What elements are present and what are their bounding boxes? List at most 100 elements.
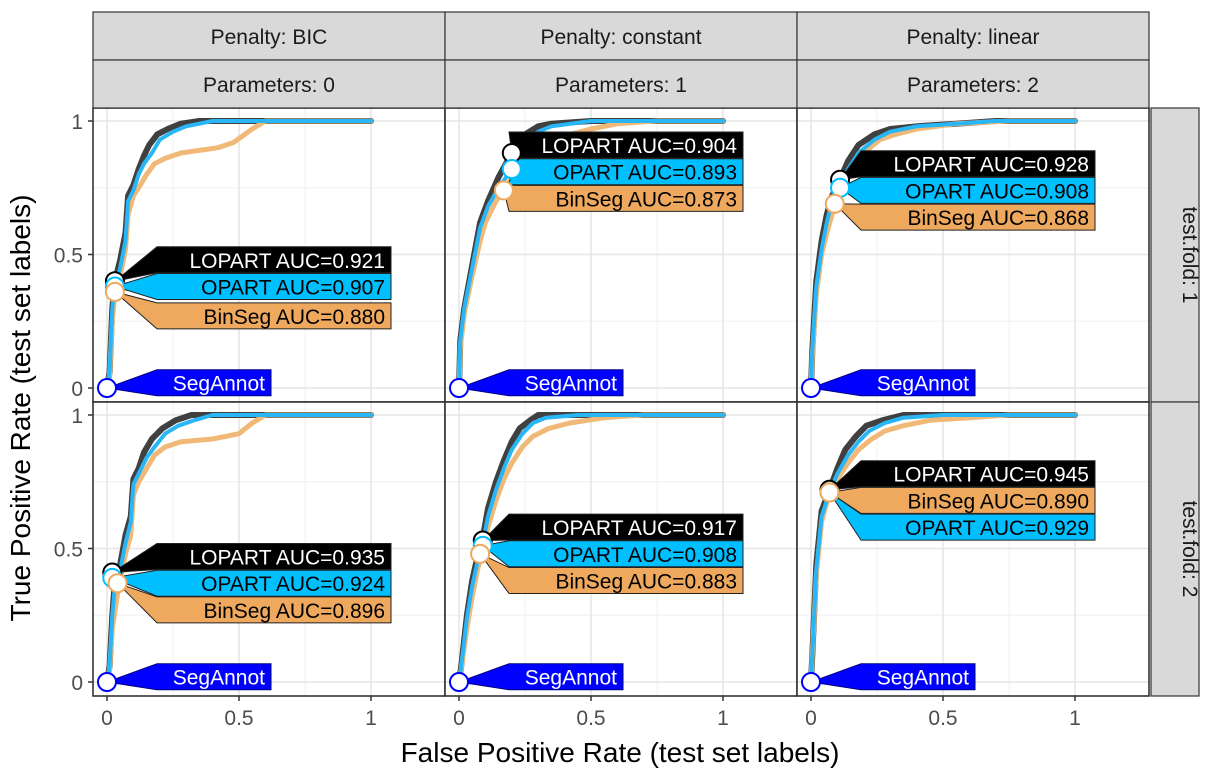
selected-point-segannot — [449, 378, 469, 398]
selected-point-binseg — [824, 193, 845, 214]
panel-points — [449, 530, 493, 692]
direct-label-box-segannot — [458, 663, 624, 691]
panel-labels: LOPART AUC=0.928 OPART AUC=0.908 BinSeg AU… — [810, 150, 1096, 397]
facet-strip-penalty-1 — [444, 11, 798, 61]
direct-label-lopart: LOPART AUC=0.904 — [541, 135, 737, 158]
series-line-opart — [105, 413, 373, 684]
direct-label-opart: OPART AUC=0.924 — [201, 573, 385, 596]
facet-strip-parameters-2 — [796, 59, 1150, 109]
direct-label-box-lopart — [114, 246, 392, 282]
facet-strip-parameters-1 — [444, 59, 798, 109]
facet-strip-row-0 — [1150, 107, 1200, 403]
panel-r0-c1: LOPART AUC=0.904 OPART AUC=0.893 BinSeg AU… — [444, 107, 798, 403]
series-line-opart — [809, 413, 1077, 684]
direct-label-box-binseg — [117, 582, 392, 624]
facet-strip-row-1 — [1150, 401, 1200, 697]
facet-strip-penalty-2 — [796, 11, 1150, 61]
facet-strips-layer: Penalty: BIC Parameters: 0 Penalty: consta… — [92, 11, 1201, 697]
direct-label-box-segannot — [106, 663, 272, 691]
direct-label-segannot: SegAnnot — [173, 373, 265, 396]
panel-points — [449, 143, 522, 398]
panel-labels: LOPART AUC=0.935 OPART AUC=0.924 BinSeg AU… — [106, 543, 392, 691]
panel-labels: LOPART AUC=0.917 OPART AUC=0.908 BinSeg AU… — [458, 513, 744, 691]
selected-point-binseg — [493, 180, 514, 201]
direct-label-box-segannot — [458, 369, 624, 397]
direct-label-box-segannot — [810, 369, 976, 397]
panel-labels: LOPART AUC=0.945 BinSeg AUC=0.890 OPART AU… — [810, 460, 1096, 691]
direct-label-lopart: LOPART AUC=0.935 — [189, 547, 385, 570]
direct-label-binseg: BinSeg AUC=0.868 — [907, 207, 1089, 230]
selected-point-segannot — [801, 378, 821, 398]
direct-label-binseg: BinSeg AUC=0.873 — [555, 188, 737, 211]
panel-border — [796, 401, 1150, 697]
panel-series — [104, 412, 374, 685]
panel-points — [801, 169, 851, 398]
direct-label-binseg: BinSeg AUC=0.880 — [203, 306, 385, 329]
direct-label-box-lopart — [110, 543, 392, 574]
direct-label-box-segannot — [106, 369, 272, 397]
direct-label-opart: OPART AUC=0.908 — [553, 544, 737, 567]
direct-label-binseg: BinSeg AUC=0.890 — [907, 490, 1089, 513]
direct-label-binseg: BinSeg AUC=0.883 — [555, 571, 737, 594]
direct-label-lopart: LOPART AUC=0.928 — [893, 154, 1089, 177]
facet-label-parameters-1: Parameters: 1 — [555, 74, 687, 97]
direct-label-binseg: BinSeg AUC=0.896 — [203, 600, 385, 623]
selected-point-segannot — [97, 672, 117, 692]
y-tick-label: 0.5 — [54, 539, 83, 562]
facet-label-row-1: test.fold: 2 — [1178, 501, 1201, 598]
panel-labels: LOPART AUC=0.904 OPART AUC=0.893 BinSeg AU… — [458, 131, 744, 397]
panel-r1-c0: LOPART AUC=0.935 OPART AUC=0.924 BinSeg AU… — [92, 401, 446, 697]
facet-label-parameters-0: Parameters: 0 — [203, 74, 335, 97]
direct-label-box-opart — [113, 273, 392, 300]
direct-label-box-binseg — [114, 291, 392, 330]
facet-label-penalty-1: Penalty: constant — [540, 26, 701, 49]
panel-r1-c1: LOPART AUC=0.917 OPART AUC=0.908 BinSeg AU… — [444, 401, 798, 697]
direct-label-box-lopart — [828, 460, 1096, 491]
series-line-opart — [457, 413, 725, 684]
x-tick-label: 0 — [453, 707, 465, 730]
selected-point-binseg — [104, 281, 125, 302]
y-tick-label: 1 — [71, 111, 83, 134]
facet-label-penalty-2: Penalty: linear — [906, 26, 1039, 49]
direct-label-box-opart — [829, 491, 1096, 541]
facet-label-row-0: test.fold: 1 — [1178, 207, 1201, 304]
selected-point-segannot — [97, 378, 117, 398]
direct-label-box-opart — [481, 540, 744, 568]
series-line-binseg — [104, 412, 374, 685]
facet-label-penalty-0: Penalty: BIC — [211, 26, 328, 49]
direct-label-box-lopart — [481, 513, 744, 542]
direct-label-segannot: SegAnnot — [877, 667, 969, 690]
x-tick-label: 1 — [1069, 707, 1081, 730]
y-tick-label: 0 — [71, 378, 83, 401]
panel-points — [97, 562, 128, 692]
direct-label-box-lopart — [838, 150, 1096, 181]
x-tick-label: 1 — [365, 707, 377, 730]
direct-label-opart: OPART AUC=0.908 — [905, 180, 1089, 203]
direct-label-segannot: SegAnnot — [877, 373, 969, 396]
direct-label-lopart: LOPART AUC=0.921 — [189, 250, 385, 273]
direct-label-opart: OPART AUC=0.907 — [201, 277, 385, 300]
facet-label-parameters-2: Parameters: 2 — [907, 74, 1039, 97]
selected-point-segannot — [449, 672, 469, 692]
selected-point-segannot — [801, 672, 821, 692]
x-axis-title: False Positive Rate (test set labels) — [401, 737, 840, 768]
selected-point-binseg — [470, 543, 491, 564]
facet-strip-parameters-0 — [92, 59, 446, 109]
direct-label-lopart: LOPART AUC=0.917 — [541, 517, 737, 540]
x-tick-label: 0 — [805, 707, 817, 730]
direct-label-box-binseg — [833, 203, 1096, 231]
direct-label-lopart: LOPART AUC=0.945 — [893, 464, 1089, 487]
y-tick-label: 1 — [71, 405, 83, 428]
x-tick-label: 0 — [101, 707, 113, 730]
direct-label-segannot: SegAnnot — [525, 373, 617, 396]
x-tick-label: 0.5 — [928, 707, 957, 730]
selected-point-binseg — [107, 573, 128, 594]
direct-label-box-opart — [839, 176, 1096, 204]
y-tick-label: 0 — [71, 672, 83, 695]
direct-label-segannot: SegAnnot — [525, 667, 617, 690]
y-tick-label: 0.5 — [54, 245, 83, 268]
direct-label-segannot: SegAnnot — [173, 667, 265, 690]
x-tick-label: 0.5 — [576, 707, 605, 730]
panel-series — [456, 412, 726, 685]
panel-r0-c0: LOPART AUC=0.921 OPART AUC=0.907 BinSeg AU… — [92, 107, 446, 403]
